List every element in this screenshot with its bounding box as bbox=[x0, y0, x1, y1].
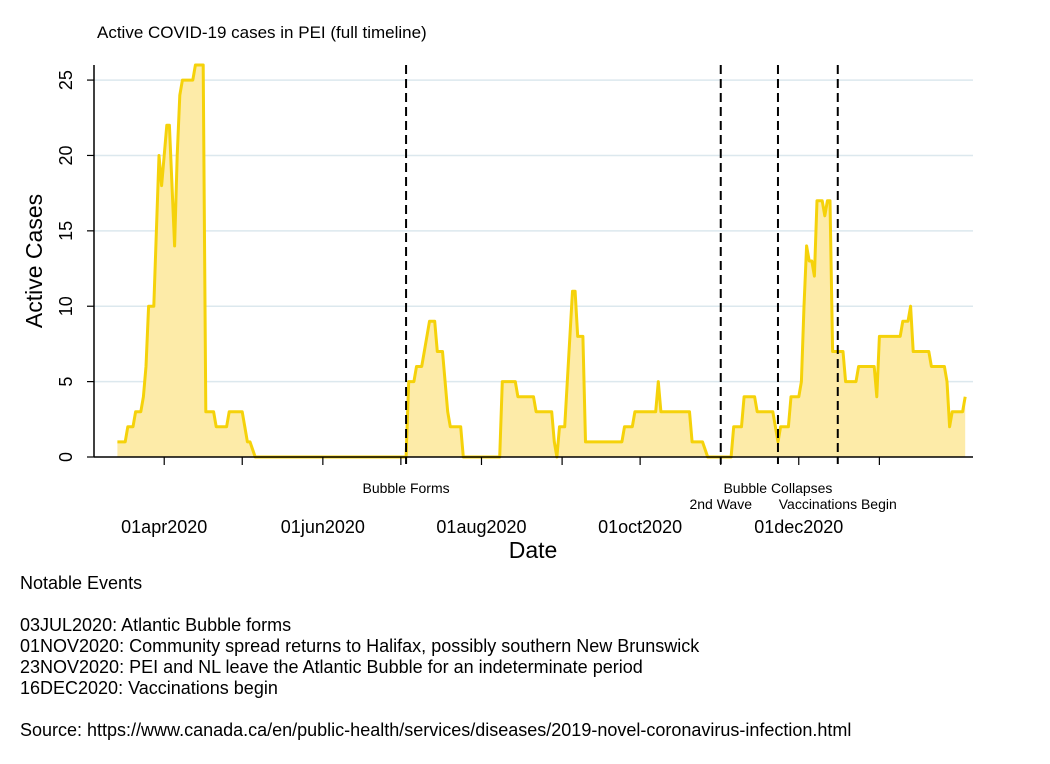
x-tick-label: 01aug2020 bbox=[436, 517, 526, 537]
axes bbox=[87, 65, 973, 465]
y-tick-label: 20 bbox=[56, 145, 76, 165]
chart: Active COVID-19 cases in PEI (full timel… bbox=[21, 23, 973, 563]
note-event: 03JUL2020: Atlantic Bubble forms bbox=[20, 615, 292, 635]
notable-events: Notable Events 03JUL2020: Atlantic Bubbl… bbox=[20, 573, 851, 741]
y-tick-labels: 0 5 10 15 20 25 bbox=[56, 70, 76, 462]
x-tick-label: 01apr2020 bbox=[121, 517, 207, 537]
note-event: 01NOV2020: Community spread returns to H… bbox=[20, 636, 700, 656]
x-tick-label: 01jun2020 bbox=[281, 517, 365, 537]
grid-lines bbox=[94, 79, 973, 383]
x-tick-label: 01oct2020 bbox=[598, 517, 682, 537]
event-label: Vaccinations Begin bbox=[779, 496, 897, 512]
event-label: 2nd Wave bbox=[689, 496, 752, 512]
y-tick-label: 0 bbox=[56, 452, 76, 462]
event-label: Bubble Forms bbox=[362, 480, 449, 496]
area-fill-group bbox=[117, 63, 967, 459]
chart-title: Active COVID-19 cases in PEI (full timel… bbox=[97, 23, 427, 42]
y-tick-label: 15 bbox=[56, 221, 76, 241]
y-tick-label: 25 bbox=[56, 70, 76, 90]
note-event: 16DEC2020: Vaccinations begin bbox=[20, 678, 278, 698]
y-tick-label: 10 bbox=[56, 296, 76, 316]
x-tick-labels: 01apr2020 01jun2020 01aug2020 01oct2020 01de… bbox=[121, 517, 843, 537]
x-tick-label: 01dec2020 bbox=[754, 517, 843, 537]
y-axis-title: Active Cases bbox=[21, 194, 47, 328]
note-event: 23NOV2020: PEI and NL leave the Atlantic… bbox=[20, 657, 643, 677]
source-note: Source: https://www.canada.ca/en/public-… bbox=[20, 720, 852, 740]
event-label: Bubble Collapses bbox=[723, 480, 832, 496]
series-line bbox=[117, 63, 967, 459]
notes-heading: Notable Events bbox=[20, 573, 143, 593]
y-tick-label: 5 bbox=[56, 377, 76, 387]
x-axis-title: Date bbox=[509, 537, 558, 563]
